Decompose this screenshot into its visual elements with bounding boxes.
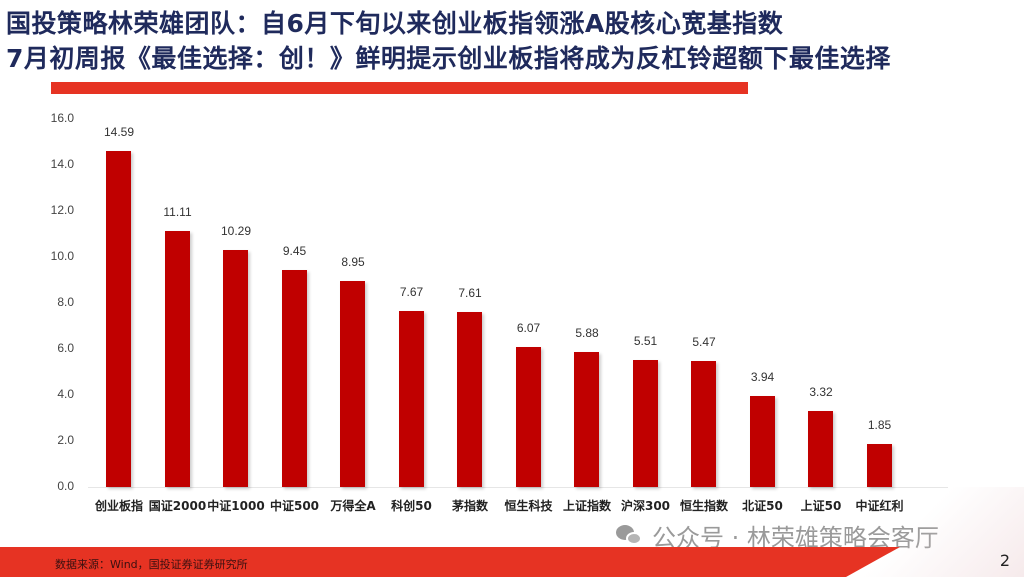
bar-group: 3.94 [734,105,792,487]
bar [808,410,833,487]
bar-group: 8.95 [324,105,382,487]
bar [398,310,424,487]
bar-value-label: 5.88 [575,325,599,340]
bar-group: 11.11 [149,105,207,487]
bar-value-label: 1.85 [867,418,892,433]
bar-value-label: 5.47 [692,335,716,350]
category-label: 科创50 [391,499,432,513]
bar-group: 6.07 [500,105,558,487]
bar [457,311,482,487]
bar [106,151,131,487]
bar-value-label: 3.94 [750,370,775,385]
bar [340,281,365,487]
bar-value-label: 3.32 [809,384,833,399]
bar-chart: 16.0 14.0 12.0 10.0 8.0 6.0 4.0 2.0 0.0 14.59 创业板… [40,105,948,525]
y-tick-label: 10.0 [50,249,74,263]
bar [632,360,658,487]
category-label: 茅指数 [451,499,488,513]
y-tick-label: 14.0 [50,157,74,171]
category-label: 恒生科技 [504,499,553,513]
x-axis-line [88,487,948,488]
y-tick-label: 6.0 [57,341,74,355]
y-tick-label: 16.0 [50,111,74,125]
bar-value-label: 7.67 [399,284,424,299]
bar [164,231,190,487]
bar [749,396,775,487]
y-tick-label: 2.0 [57,433,74,447]
y-tick-label: 0.0 [57,479,74,493]
category-label: 上证指数 [562,499,611,513]
category-label: 恒生指数 [679,499,728,513]
bar [515,347,541,487]
category-label: 万得全A [330,499,376,513]
y-tick-label: 4.0 [57,387,74,401]
footer-red-band [0,547,900,577]
data-source: 数据来源：Wind，国投证券证券研究所 [55,558,248,571]
bar-value-label: 5.51 [633,334,658,349]
title-line-1: 国投策略林荣雄团队：自6月下旬以来创业板指领涨A股核心宽基指数 [6,9,784,38]
category-label: 国证2000 [148,499,207,513]
title-line-2: 7月初周报《最佳选择：创！》鲜明提示创业板指将成为反杠铃超额下最佳选择 [6,44,891,73]
bar [281,269,307,487]
slide-title: 国投策略林荣雄团队：自6月下旬以来创业板指领涨A股核心宽基指数 7月初周报《最佳… [6,6,1022,76]
category-label: 中证1000 [207,499,265,513]
category-label: 中证500 [269,499,320,513]
y-tick-label: 8.0 [57,295,74,309]
bar [691,361,716,487]
category-label: 北证50 [742,499,783,513]
bar-group: 5.51 [617,105,675,487]
bar-value-label: 11.11 [163,205,192,220]
bar-value-label: 6.07 [516,321,541,336]
bar-value-label: 7.61 [458,285,482,300]
bar-value-label: 8.95 [341,255,365,270]
bar [574,351,599,487]
bar-group: 1.85 [851,105,909,487]
bar-group: 10.29 [207,105,265,487]
category-label: 创业板指 [94,499,143,513]
bar-value-label: 14.59 [103,125,135,140]
bar-group: 7.67 [383,105,441,487]
page-number: 2 [999,551,1010,570]
bar-group: 5.88 [558,105,616,487]
footer: 数据来源：Wind，国投证券证券研究所 2 [0,487,1024,577]
category-label: 沪深300 [620,499,671,513]
footer-decoration [844,487,1024,577]
bar-group: 9.45 [266,105,324,487]
bar-group: 14.59 [90,105,148,487]
bar-group: 3.32 [792,105,850,487]
title-underline-bar [51,82,748,94]
bar [223,250,248,487]
wechat-icon [616,524,644,547]
bar [866,444,892,487]
bar-value-label: 9.45 [282,243,307,258]
bar-value-label: 10.29 [220,224,252,239]
bar-group: 7.61 [441,105,499,487]
bar-group: 5.47 [675,105,733,487]
category-label: 上证50 [800,499,842,513]
y-tick-label: 12.0 [50,203,74,217]
